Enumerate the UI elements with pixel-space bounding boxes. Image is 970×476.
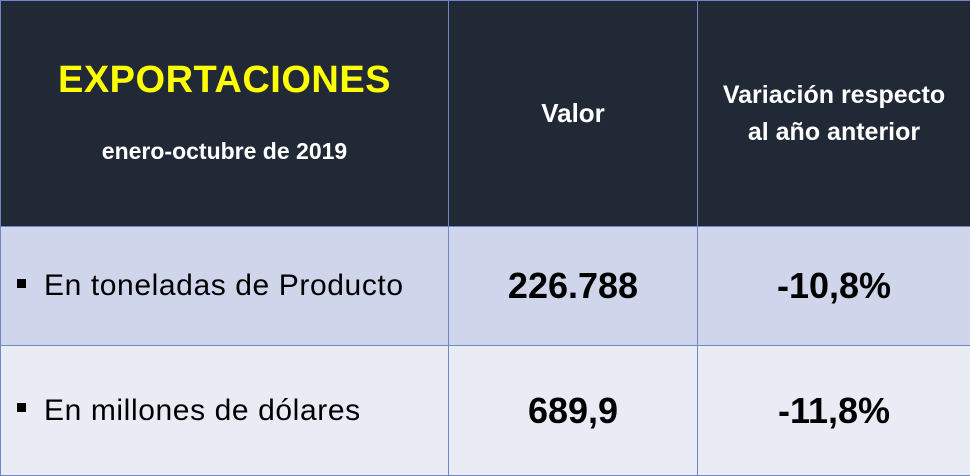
square-bullet-icon [17,403,26,412]
value-column-header: Valor [449,1,698,227]
row-value: 689,9 [449,346,698,476]
table-title: EXPORTACIONES [1,59,448,102]
table-header-row: EXPORTACIONES enero-octubre de 2019 Valo… [1,1,970,227]
row-label: En toneladas de Producto [44,269,404,302]
row-label: En millones de dólares [44,394,361,427]
row-label-cell: En toneladas de Producto [1,227,449,346]
variation-column-header: Variación respecto al año anterior [698,1,970,227]
table-row: En millones de dólares 689,9 -11,8% [1,346,970,476]
row-value: 226.788 [449,227,698,346]
table-row: En toneladas de Producto 226.788 -10,8% [1,227,970,346]
row-variation: -11,8% [698,346,970,476]
row-label-cell: En millones de dólares [1,346,449,476]
variation-header-line1: Variación respecto [723,81,945,109]
variation-header-line2: al año anterior [748,118,920,146]
table-subtitle: enero-octubre de 2019 [1,138,448,165]
square-bullet-icon [17,279,26,288]
row-variation: -10,8% [698,227,970,346]
title-header-cell: EXPORTACIONES enero-octubre de 2019 [1,1,449,227]
